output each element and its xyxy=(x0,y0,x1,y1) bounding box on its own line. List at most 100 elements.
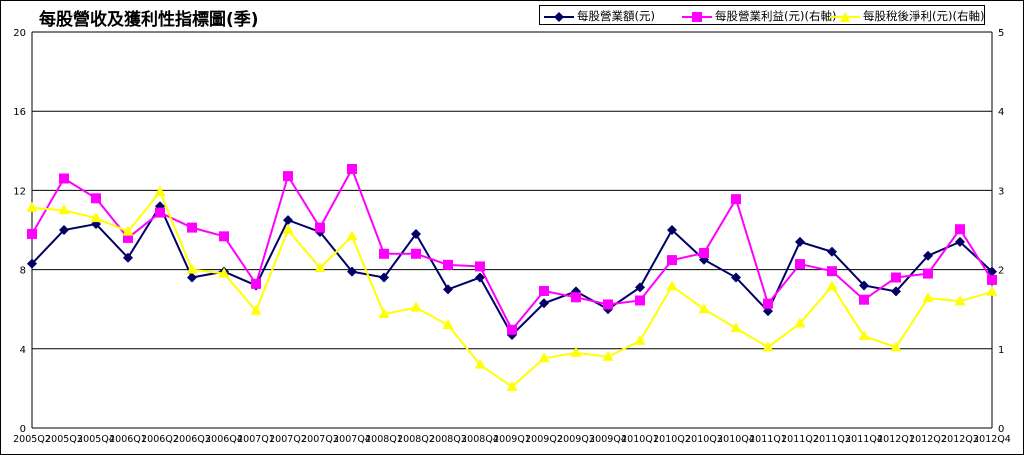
right-tick-label: 3 xyxy=(998,186,1004,197)
data-point xyxy=(859,280,869,291)
x-tick-label: 2012Q2 xyxy=(909,434,947,445)
left-tick-label: 20 xyxy=(13,28,26,39)
data-point xyxy=(890,341,902,352)
data-point xyxy=(187,272,197,283)
x-tick-label: 2007Q1 xyxy=(237,434,275,445)
x-tick-label: 2008Q4 xyxy=(461,434,499,445)
data-point xyxy=(538,352,550,363)
data-point xyxy=(378,307,390,318)
legend-item-revenue: 每股營業額(元) xyxy=(544,8,655,24)
legend-label-net-profit: 每股稅後淨利(元)(右軸) xyxy=(863,9,985,23)
data-point xyxy=(154,185,166,196)
x-tick-label: 2010Q4 xyxy=(717,434,755,445)
data-point xyxy=(59,173,69,184)
data-point xyxy=(634,334,646,345)
x-tick-label: 2009Q2 xyxy=(525,434,563,445)
data-point xyxy=(923,250,933,261)
left-tick-label: 8 xyxy=(20,266,26,277)
x-tick-label: 2006Q2 xyxy=(141,434,179,445)
data-point xyxy=(794,317,806,328)
x-tick-label: 2012Q4 xyxy=(973,434,1011,445)
data-point xyxy=(955,236,965,247)
data-point xyxy=(699,247,709,258)
data-point xyxy=(570,346,582,357)
data-point xyxy=(475,261,485,272)
data-point xyxy=(763,298,773,309)
x-tick-label: 2011Q1 xyxy=(749,434,787,445)
data-point xyxy=(603,299,613,310)
x-axis-ticks: 2005Q22005Q32005Q42006Q12006Q22006Q32006… xyxy=(13,434,1011,445)
data-point xyxy=(219,231,229,242)
data-point xyxy=(506,380,518,391)
data-point xyxy=(763,306,773,317)
data-point xyxy=(91,193,101,204)
right-axis-ticks: 0 1 2 3 4 5 xyxy=(998,28,1004,435)
x-tick-label: 2011Q3 xyxy=(813,434,851,445)
data-point xyxy=(315,222,325,233)
right-tick-label: 5 xyxy=(998,28,1004,39)
data-point xyxy=(730,322,742,333)
data-point xyxy=(602,350,614,361)
right-tick-label: 2 xyxy=(998,266,1004,277)
data-point xyxy=(90,212,102,223)
data-point xyxy=(218,267,230,278)
legend-swatch-net-profit xyxy=(830,10,860,24)
data-point xyxy=(539,285,549,296)
data-point xyxy=(411,248,421,259)
data-point xyxy=(635,282,645,293)
right-tick-label: 4 xyxy=(998,107,1004,118)
x-tick-label: 2009Q1 xyxy=(493,434,531,445)
left-tick-label: 16 xyxy=(13,107,26,118)
data-point xyxy=(475,272,485,283)
data-point xyxy=(891,272,901,283)
data-point xyxy=(282,224,294,234)
data-point xyxy=(698,303,710,314)
x-tick-label: 2010Q1 xyxy=(621,434,659,445)
data-point xyxy=(827,246,837,257)
data-point xyxy=(314,262,326,273)
series xyxy=(26,164,998,391)
x-tick-label: 2012Q3 xyxy=(941,434,979,445)
legend-swatch-revenue xyxy=(544,10,574,24)
x-tick-label: 2008Q1 xyxy=(365,434,403,445)
data-point xyxy=(442,319,454,330)
x-tick-label: 2006Q3 xyxy=(173,434,211,445)
data-point xyxy=(923,268,933,279)
x-tick-label: 2006Q4 xyxy=(205,434,243,445)
data-point xyxy=(827,266,837,277)
x-tick-label: 2009Q3 xyxy=(557,434,595,445)
left-tick-label: 0 xyxy=(20,424,26,435)
data-point xyxy=(443,284,453,295)
data-point xyxy=(667,255,677,266)
data-point xyxy=(954,295,966,306)
legend-label-revenue: 每股營業額(元) xyxy=(577,9,655,23)
gridlines xyxy=(32,31,992,350)
x-tick-label: 2007Q4 xyxy=(333,434,371,445)
legend-item-operating-profit: 每股營業利益(元)(右軸) xyxy=(682,8,836,24)
data-point xyxy=(411,228,421,239)
data-point xyxy=(155,207,165,218)
chart-title: 每股營收及獲利性指標圖(季) xyxy=(39,10,259,30)
data-point xyxy=(123,252,133,263)
data-point xyxy=(379,272,389,283)
data-point xyxy=(347,164,357,175)
data-point xyxy=(731,194,741,205)
data-point xyxy=(347,266,357,277)
data-point xyxy=(731,272,741,283)
data-point xyxy=(250,304,262,315)
data-point xyxy=(859,294,869,305)
data-point xyxy=(410,301,422,312)
series-line xyxy=(31,190,993,389)
left-tick-label: 4 xyxy=(20,345,26,356)
right-tick-label: 1 xyxy=(998,345,1004,356)
legend-label-operating-profit: 每股營業利益(元)(右軸) xyxy=(715,9,837,23)
data-point xyxy=(27,258,37,269)
data-point xyxy=(123,232,133,243)
data-point xyxy=(186,263,198,274)
x-tick-label: 2007Q2 xyxy=(269,434,307,445)
legend-item-net-profit: 每股稅後淨利(元)(右軸) xyxy=(830,8,984,24)
legend-swatch-operating-profit xyxy=(682,10,712,24)
data-point xyxy=(987,274,997,285)
